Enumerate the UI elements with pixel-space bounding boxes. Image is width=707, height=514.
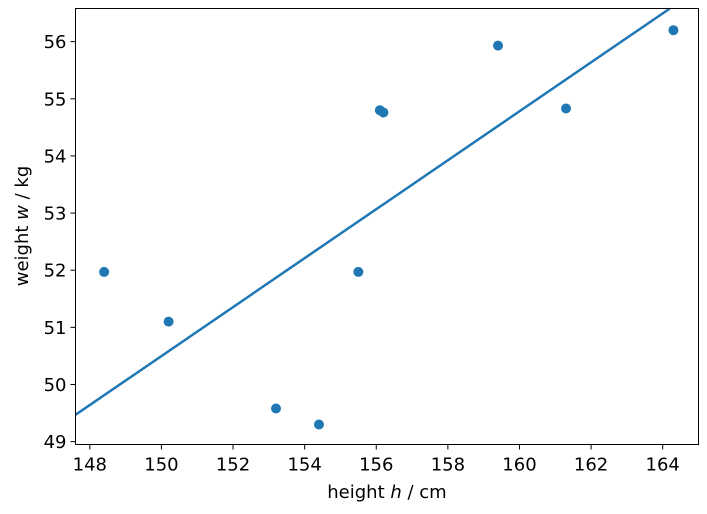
x-tick-label: 160 xyxy=(502,455,536,476)
y-axis-label: weight w / kg xyxy=(12,166,33,287)
x-tick-label: 156 xyxy=(359,455,393,476)
y-tick-label: 52 xyxy=(44,261,67,282)
data-point-8 xyxy=(492,40,503,51)
x-tick-label: 162 xyxy=(574,455,608,476)
y-tick-label: 51 xyxy=(44,318,67,339)
y-tick-label: 50 xyxy=(44,375,67,396)
y-tick-label: 49 xyxy=(44,432,67,453)
fit-line xyxy=(74,7,671,416)
y-tick-label: 56 xyxy=(44,32,67,53)
y-axis-ticks: 49 50 51 52 53 54 55 56 xyxy=(44,32,76,453)
x-axis-label: height h / cm xyxy=(327,482,446,503)
data-point-7 xyxy=(378,107,389,118)
x-tick-label: 150 xyxy=(144,455,178,476)
x-tick-label: 148 xyxy=(73,455,107,476)
data-point-1 xyxy=(99,266,110,277)
data-point-10 xyxy=(668,25,679,36)
data-point-3 xyxy=(271,403,282,414)
y-tick-label: 53 xyxy=(44,204,67,225)
data-points xyxy=(99,25,679,430)
x-tick-label: 164 xyxy=(646,455,680,476)
data-point-4 xyxy=(313,419,324,430)
data-point-2 xyxy=(163,316,174,327)
plot-background xyxy=(75,8,699,445)
x-tick-label: 152 xyxy=(216,455,250,476)
y-tick-label: 55 xyxy=(44,89,67,110)
x-axis-ticks: 148 150 152 154 156 158 160 162 164 xyxy=(73,444,680,476)
x-tick-label: 154 xyxy=(287,455,321,476)
fit-line-layer xyxy=(74,7,671,416)
x-tick-label: 158 xyxy=(431,455,465,476)
plot-frame xyxy=(75,8,699,445)
y-tick-label: 54 xyxy=(44,146,67,167)
data-point-5 xyxy=(353,266,364,277)
data-point-9 xyxy=(561,103,572,114)
